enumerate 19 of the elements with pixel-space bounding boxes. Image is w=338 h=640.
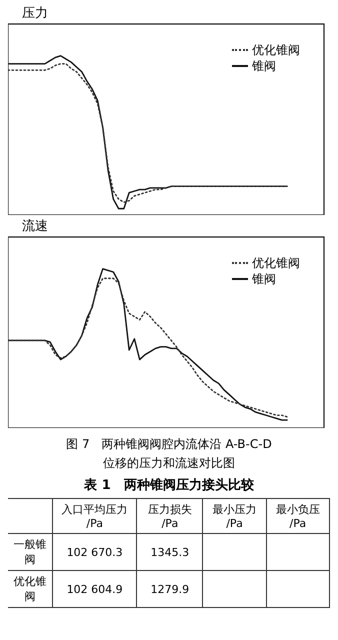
text: 位移的压力和流速对比图 <box>102 455 236 472</box>
text: 102 604.9 <box>66 582 123 596</box>
category-label: 入口平均压力 /Pa <box>52 498 137 534</box>
text: 表 1 两种锥阀压力接头比较 <box>83 476 255 494</box>
y-axis-title: 流速 <box>22 218 49 234</box>
legend-label: 优化锥阀 <box>252 42 300 58</box>
category-label: 压力损失 /Pa <box>136 498 203 534</box>
category-label: 最小压力 /Pa <box>202 498 266 534</box>
y-axis-title: 压力 <box>22 5 49 21</box>
text: 102 670.3 <box>66 546 123 558</box>
legend-label: 优化锥阀 <box>252 255 300 271</box>
category-label: 一般锥阀 <box>13 538 46 566</box>
legend-label: 锥阀 <box>252 271 276 287</box>
text: 1279.9 <box>150 582 190 596</box>
text: 1345.3 <box>150 546 190 558</box>
category-label: 最小负压 /Pa <box>266 498 330 534</box>
legend-label: 锥阀 <box>252 58 276 74</box>
category-label: 优化锥阀 <box>13 575 46 603</box>
caption: 图 7 两种锥阀阀腔内流体沿 A-B-C-D <box>65 436 273 453</box>
